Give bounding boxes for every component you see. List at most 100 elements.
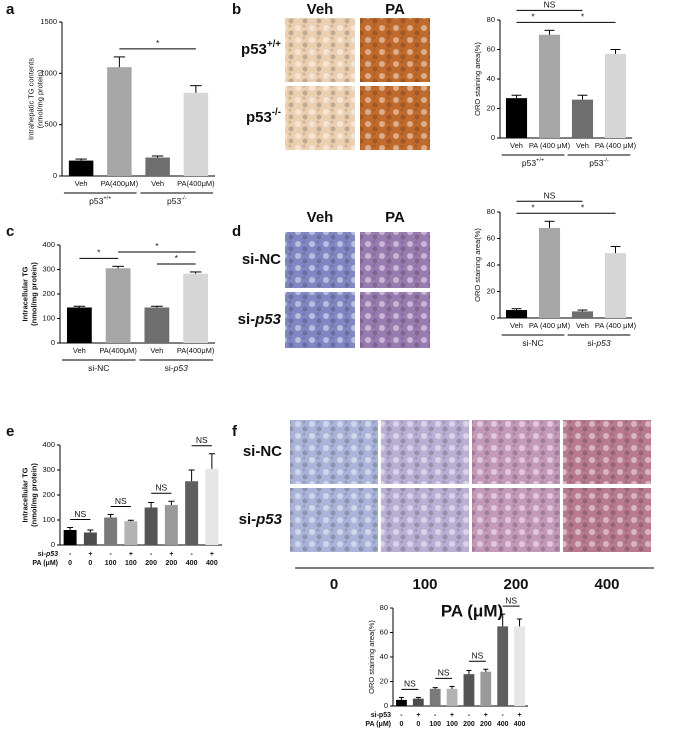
x-tick-label: PA(400μM): [177, 346, 215, 355]
x-tick-label: Veh: [73, 346, 86, 355]
y-tick-label: 100: [42, 313, 55, 322]
x-tick-label: PA (400 μM): [529, 321, 571, 330]
bar: [429, 688, 441, 706]
y-axis-label: (nmol/mg protein): [29, 262, 38, 326]
y-axis-label: ORO staining area(%): [367, 620, 376, 694]
x-tick-label: Veh: [151, 179, 164, 188]
group-label: p53-/-: [589, 158, 609, 168]
row-label-sup: +/+: [267, 39, 281, 50]
micrograph-texture: [472, 488, 560, 552]
micrograph-texture: [381, 488, 469, 552]
row-value: 0: [88, 560, 92, 567]
y-tick-label: 1500: [40, 17, 57, 26]
row-value: 200: [145, 560, 157, 567]
bar: [604, 253, 627, 318]
row-value: -: [190, 551, 193, 558]
row-name: si-p53: [371, 712, 391, 719]
panel-label: b: [232, 1, 241, 18]
micrograph-texture: [360, 232, 430, 288]
significance-label: NS: [438, 668, 450, 678]
micrograph-texture: [360, 292, 430, 348]
bar: [412, 698, 424, 706]
row-value: +: [518, 712, 522, 719]
bar: [144, 307, 170, 343]
significance-label: *: [97, 248, 101, 258]
y-tick-label: 80: [487, 207, 495, 216]
x-tick-label: Veh: [150, 346, 163, 355]
y-tick-label: 0: [491, 313, 495, 322]
bar: [185, 481, 199, 545]
bar: [104, 517, 118, 545]
group-label-text: si-: [165, 363, 174, 373]
significance-label: *: [155, 241, 159, 251]
bar: [183, 92, 209, 176]
y-axis-label: Intracellular TG: [20, 266, 29, 321]
column-label: Veh: [307, 209, 334, 226]
row-value: 100: [105, 560, 117, 567]
row-label-text: p53: [246, 109, 272, 126]
bar: [66, 307, 92, 343]
x-tick-label: Veh: [510, 321, 523, 330]
x-tick-label: PA(400μM): [177, 179, 215, 188]
row-value: +: [169, 551, 173, 558]
bar: [396, 699, 407, 706]
column-label: PA: [385, 209, 405, 226]
row-name: si-p53: [38, 551, 58, 558]
bar: [183, 273, 209, 343]
y-axis-label: Intrahepatic TG contents: [26, 58, 35, 140]
bar: [145, 157, 170, 176]
row-label: si-p53: [239, 511, 283, 528]
bar: [83, 532, 97, 545]
group-label: p53-/-: [167, 196, 187, 206]
y-tick-label: 1000: [40, 68, 57, 77]
panel-label: e: [6, 423, 14, 440]
row-name: PA (μM): [32, 560, 58, 567]
row-value: 400: [514, 721, 526, 728]
micrograph-texture: [285, 86, 355, 150]
row-value: 100: [125, 560, 137, 567]
y-tick-label: 60: [487, 233, 495, 242]
y-tick-label: 500: [44, 120, 57, 129]
row-value: -: [502, 712, 505, 719]
column-label: 100: [412, 576, 437, 593]
y-tick-label: 60: [487, 44, 495, 53]
panel-label: d: [232, 223, 241, 240]
bar: [205, 468, 219, 545]
significance-label: NS: [505, 595, 517, 605]
x-tick-label: PA (400 μM): [595, 141, 637, 150]
x-tick-label: PA(400μM): [99, 346, 137, 355]
y-axis-label: (nmol/mg protein): [29, 463, 38, 527]
row-label-text: si-: [239, 511, 257, 528]
row-label-text: si-: [238, 311, 256, 328]
significance-label: *: [531, 203, 535, 213]
panel-label: f: [232, 423, 238, 440]
significance-label: *: [531, 12, 535, 22]
row-name-text: si-: [38, 551, 47, 558]
micrograph-texture: [285, 292, 355, 348]
row-name: PA (μM): [365, 721, 391, 728]
panel-label: c: [6, 223, 14, 240]
row-value: -: [468, 712, 471, 719]
y-tick-label: 200: [42, 289, 55, 298]
row-label: p53-/-: [246, 107, 281, 126]
significance-label: NS: [544, 0, 556, 10]
column-label: 400: [594, 576, 619, 593]
group-label-text: si-NC: [522, 338, 543, 348]
y-tick-label: 80: [487, 15, 495, 24]
row-label: si-p53: [238, 311, 282, 328]
micrograph-texture: [381, 420, 469, 484]
micrograph-texture: [563, 420, 651, 484]
bar: [63, 530, 77, 545]
column-label: Veh: [307, 1, 334, 18]
bar: [604, 53, 627, 138]
group-label-sup: -/-: [603, 158, 608, 164]
group-label-text: si-: [587, 338, 596, 348]
bar: [571, 311, 594, 318]
group-label: si-p53: [165, 363, 188, 373]
group-label-sup: +/+: [103, 196, 111, 202]
micrograph-texture: [563, 488, 651, 552]
y-tick-label: 20: [487, 103, 495, 112]
bar: [497, 626, 509, 706]
bar: [124, 521, 138, 545]
